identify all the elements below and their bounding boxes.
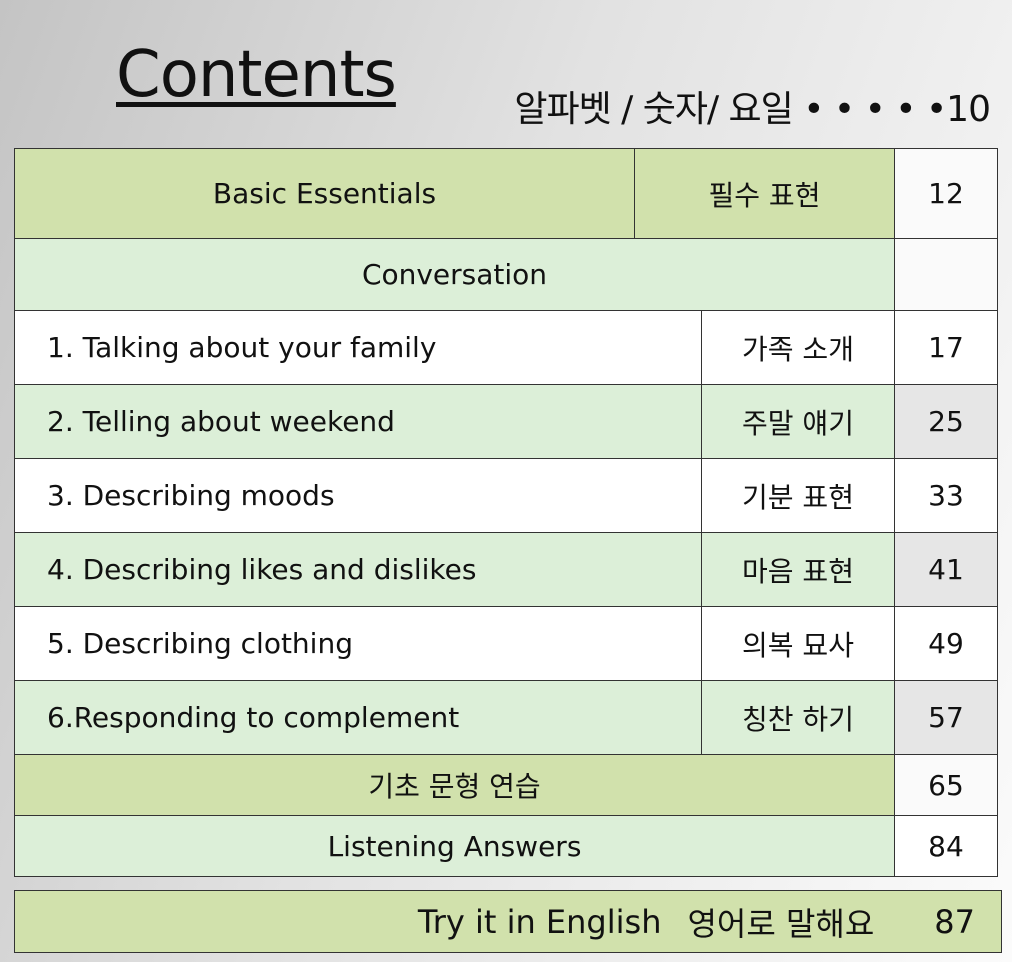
basic-essentials-page: 12 <box>894 148 998 239</box>
lesson-korean: 칭찬 하기 <box>701 680 895 755</box>
lesson-page: 33 <box>894 458 998 533</box>
try-title: Try it in English <box>417 902 662 941</box>
lesson-korean: 기분 표현 <box>701 458 895 533</box>
lesson-title[interactable]: 1. Talking about your family <box>14 310 702 385</box>
lesson-page: 17 <box>894 310 998 385</box>
lesson-korean: 가족 소개 <box>701 310 895 385</box>
lesson-title[interactable]: 3. Describing moods <box>14 458 702 533</box>
try-page: 87 <box>934 902 975 941</box>
lesson-title[interactable]: 6.Responding to complement <box>14 680 702 755</box>
try-korean: 영어로 말해요 <box>687 904 875 943</box>
lesson-page: 49 <box>894 606 998 681</box>
try-it-in-english-row[interactable]: Try it in English 영어로 말해요 87 <box>14 890 1002 953</box>
listening-answers-page: 84 <box>894 815 998 877</box>
practice-title[interactable]: 기초 문형 연습 <box>14 754 895 816</box>
lesson-title[interactable]: 5. Describing clothing <box>14 606 702 681</box>
lesson-korean: 마음 표현 <box>701 532 895 607</box>
lesson-page: 41 <box>894 532 998 607</box>
lesson-page: 57 <box>894 680 998 755</box>
alphabet-entry: 알파벳 / 숫자/ 요일 • • • • •10 <box>514 89 991 130</box>
listening-answers-title[interactable]: Listening Answers <box>14 815 895 877</box>
lesson-korean: 주말 얘기 <box>701 384 895 459</box>
lesson-title[interactable]: 2. Telling about weekend <box>14 384 702 459</box>
practice-page: 65 <box>894 754 998 816</box>
basic-essentials-korean: 필수 표현 <box>634 148 895 239</box>
conversation-header: Conversation <box>14 238 895 311</box>
conversation-page-empty <box>894 238 998 311</box>
lesson-page: 25 <box>894 384 998 459</box>
page-title: Contents <box>116 38 397 112</box>
contents-table: Basic Essentials 필수 표현 12 Conversation 1… <box>14 148 998 877</box>
lesson-korean: 의복 묘사 <box>701 606 895 681</box>
lesson-title[interactable]: 4. Describing likes and dislikes <box>14 532 702 607</box>
basic-essentials-title[interactable]: Basic Essentials <box>14 148 635 239</box>
